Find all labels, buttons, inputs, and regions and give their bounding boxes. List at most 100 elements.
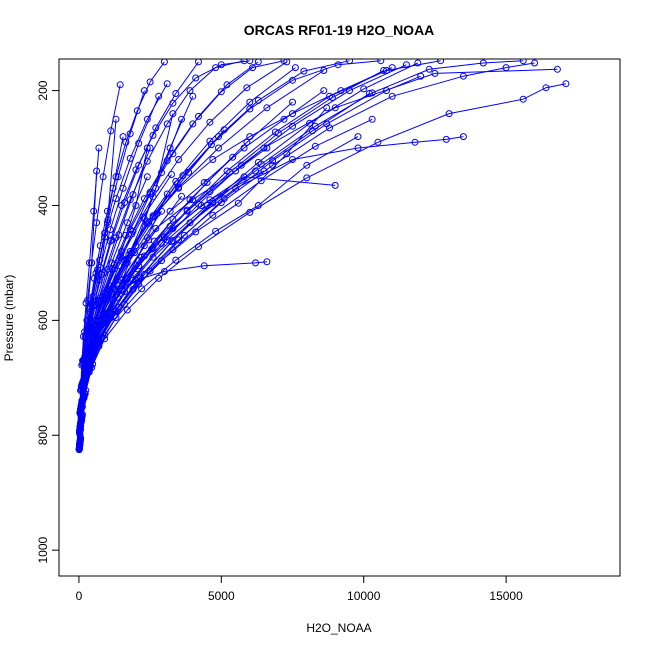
data-point: [99, 173, 107, 181]
data-point: [169, 237, 177, 244]
data-point: [189, 92, 197, 100]
series-line: [78, 83, 168, 450]
data-point: [206, 137, 214, 145]
data-point: [169, 110, 177, 118]
data-point: [82, 299, 90, 307]
data-point: [76, 442, 83, 450]
data-point: [103, 309, 111, 317]
data-point: [90, 321, 98, 329]
data-point: [388, 92, 396, 100]
series-48: [75, 80, 171, 454]
y-axis-label: Pressure (mbar): [2, 275, 16, 362]
data-point: [126, 196, 134, 204]
data-point: [92, 269, 100, 277]
data-point: [243, 138, 251, 146]
data-point: [334, 61, 342, 69]
data-point: [169, 215, 177, 223]
data-point: [542, 84, 550, 92]
data-point: [155, 274, 163, 282]
data-point: [289, 98, 296, 106]
data-point: [95, 144, 103, 152]
data-point: [442, 135, 450, 143]
data-point: [311, 142, 319, 150]
data-point: [217, 88, 225, 96]
data-point: [479, 59, 487, 67]
data-point: [331, 181, 339, 189]
data-point: [135, 274, 143, 282]
data-point: [246, 105, 254, 113]
data-point: [112, 173, 120, 181]
data-point: [195, 59, 202, 66]
y-tick-label: 800: [36, 425, 50, 445]
data-point: [377, 59, 385, 65]
data-point: [459, 72, 467, 80]
data-point: [76, 423, 84, 431]
data-point: [192, 228, 200, 236]
data-point: [431, 69, 439, 77]
data-point: [160, 59, 168, 66]
data-point: [140, 87, 148, 95]
data-point: [168, 238, 175, 246]
data-point: [86, 303, 94, 311]
data-point: [149, 212, 157, 220]
data-point: [166, 144, 174, 152]
data-point: [374, 138, 382, 146]
data-point: [212, 227, 220, 235]
data-point: [112, 234, 120, 242]
data-point: [257, 177, 265, 185]
x-axis: 0 5000 10000 15000: [76, 575, 523, 603]
data-point: [215, 133, 222, 141]
data-point: [93, 219, 101, 227]
data-point: [179, 172, 187, 180]
data-point: [269, 161, 277, 169]
data-point: [306, 119, 314, 127]
data-point: [96, 242, 104, 250]
data-point: [146, 267, 154, 275]
data-point: [139, 213, 147, 221]
data-point: [122, 138, 130, 146]
data-point: [254, 59, 262, 66]
data-point: [117, 253, 125, 261]
data-point: [116, 81, 124, 89]
data-point: [311, 122, 319, 130]
data-point: [132, 166, 140, 174]
data-point: [360, 85, 368, 93]
data-point: [166, 207, 174, 215]
data-point: [234, 199, 242, 207]
data-point: [79, 394, 87, 402]
data-point: [189, 120, 197, 128]
series-47: [76, 59, 527, 446]
data-point: [331, 104, 339, 112]
data-point: [101, 289, 109, 297]
data-point: [252, 259, 259, 267]
data-point: [107, 127, 115, 135]
data-point: [195, 243, 202, 251]
data-point: [437, 59, 445, 65]
y-axis: 200 400 600 800 1000: [36, 80, 59, 564]
series-51: [76, 171, 175, 450]
data-point: [89, 297, 97, 305]
data-point: [249, 64, 257, 72]
data-point: [289, 110, 296, 118]
data-point: [562, 80, 570, 88]
data-point: [163, 80, 171, 88]
data-point: [388, 64, 396, 72]
data-point: [246, 208, 254, 216]
data-point: [178, 192, 185, 200]
x-tick-label: 5000: [208, 589, 235, 603]
data-point: [77, 401, 85, 409]
data-point: [320, 87, 328, 95]
x-tick-label: 15000: [489, 589, 523, 603]
data-point: [186, 87, 194, 95]
data-point: [459, 133, 467, 141]
data-point: [192, 74, 200, 82]
series-line: [79, 156, 234, 443]
data-point: [209, 156, 217, 163]
y-tick-label: 200: [36, 80, 50, 100]
data-point: [163, 120, 171, 128]
data-point: [303, 174, 311, 182]
data-point: [502, 64, 510, 72]
data-point: [83, 368, 91, 375]
data-point: [183, 207, 191, 215]
data-point: [226, 168, 234, 176]
